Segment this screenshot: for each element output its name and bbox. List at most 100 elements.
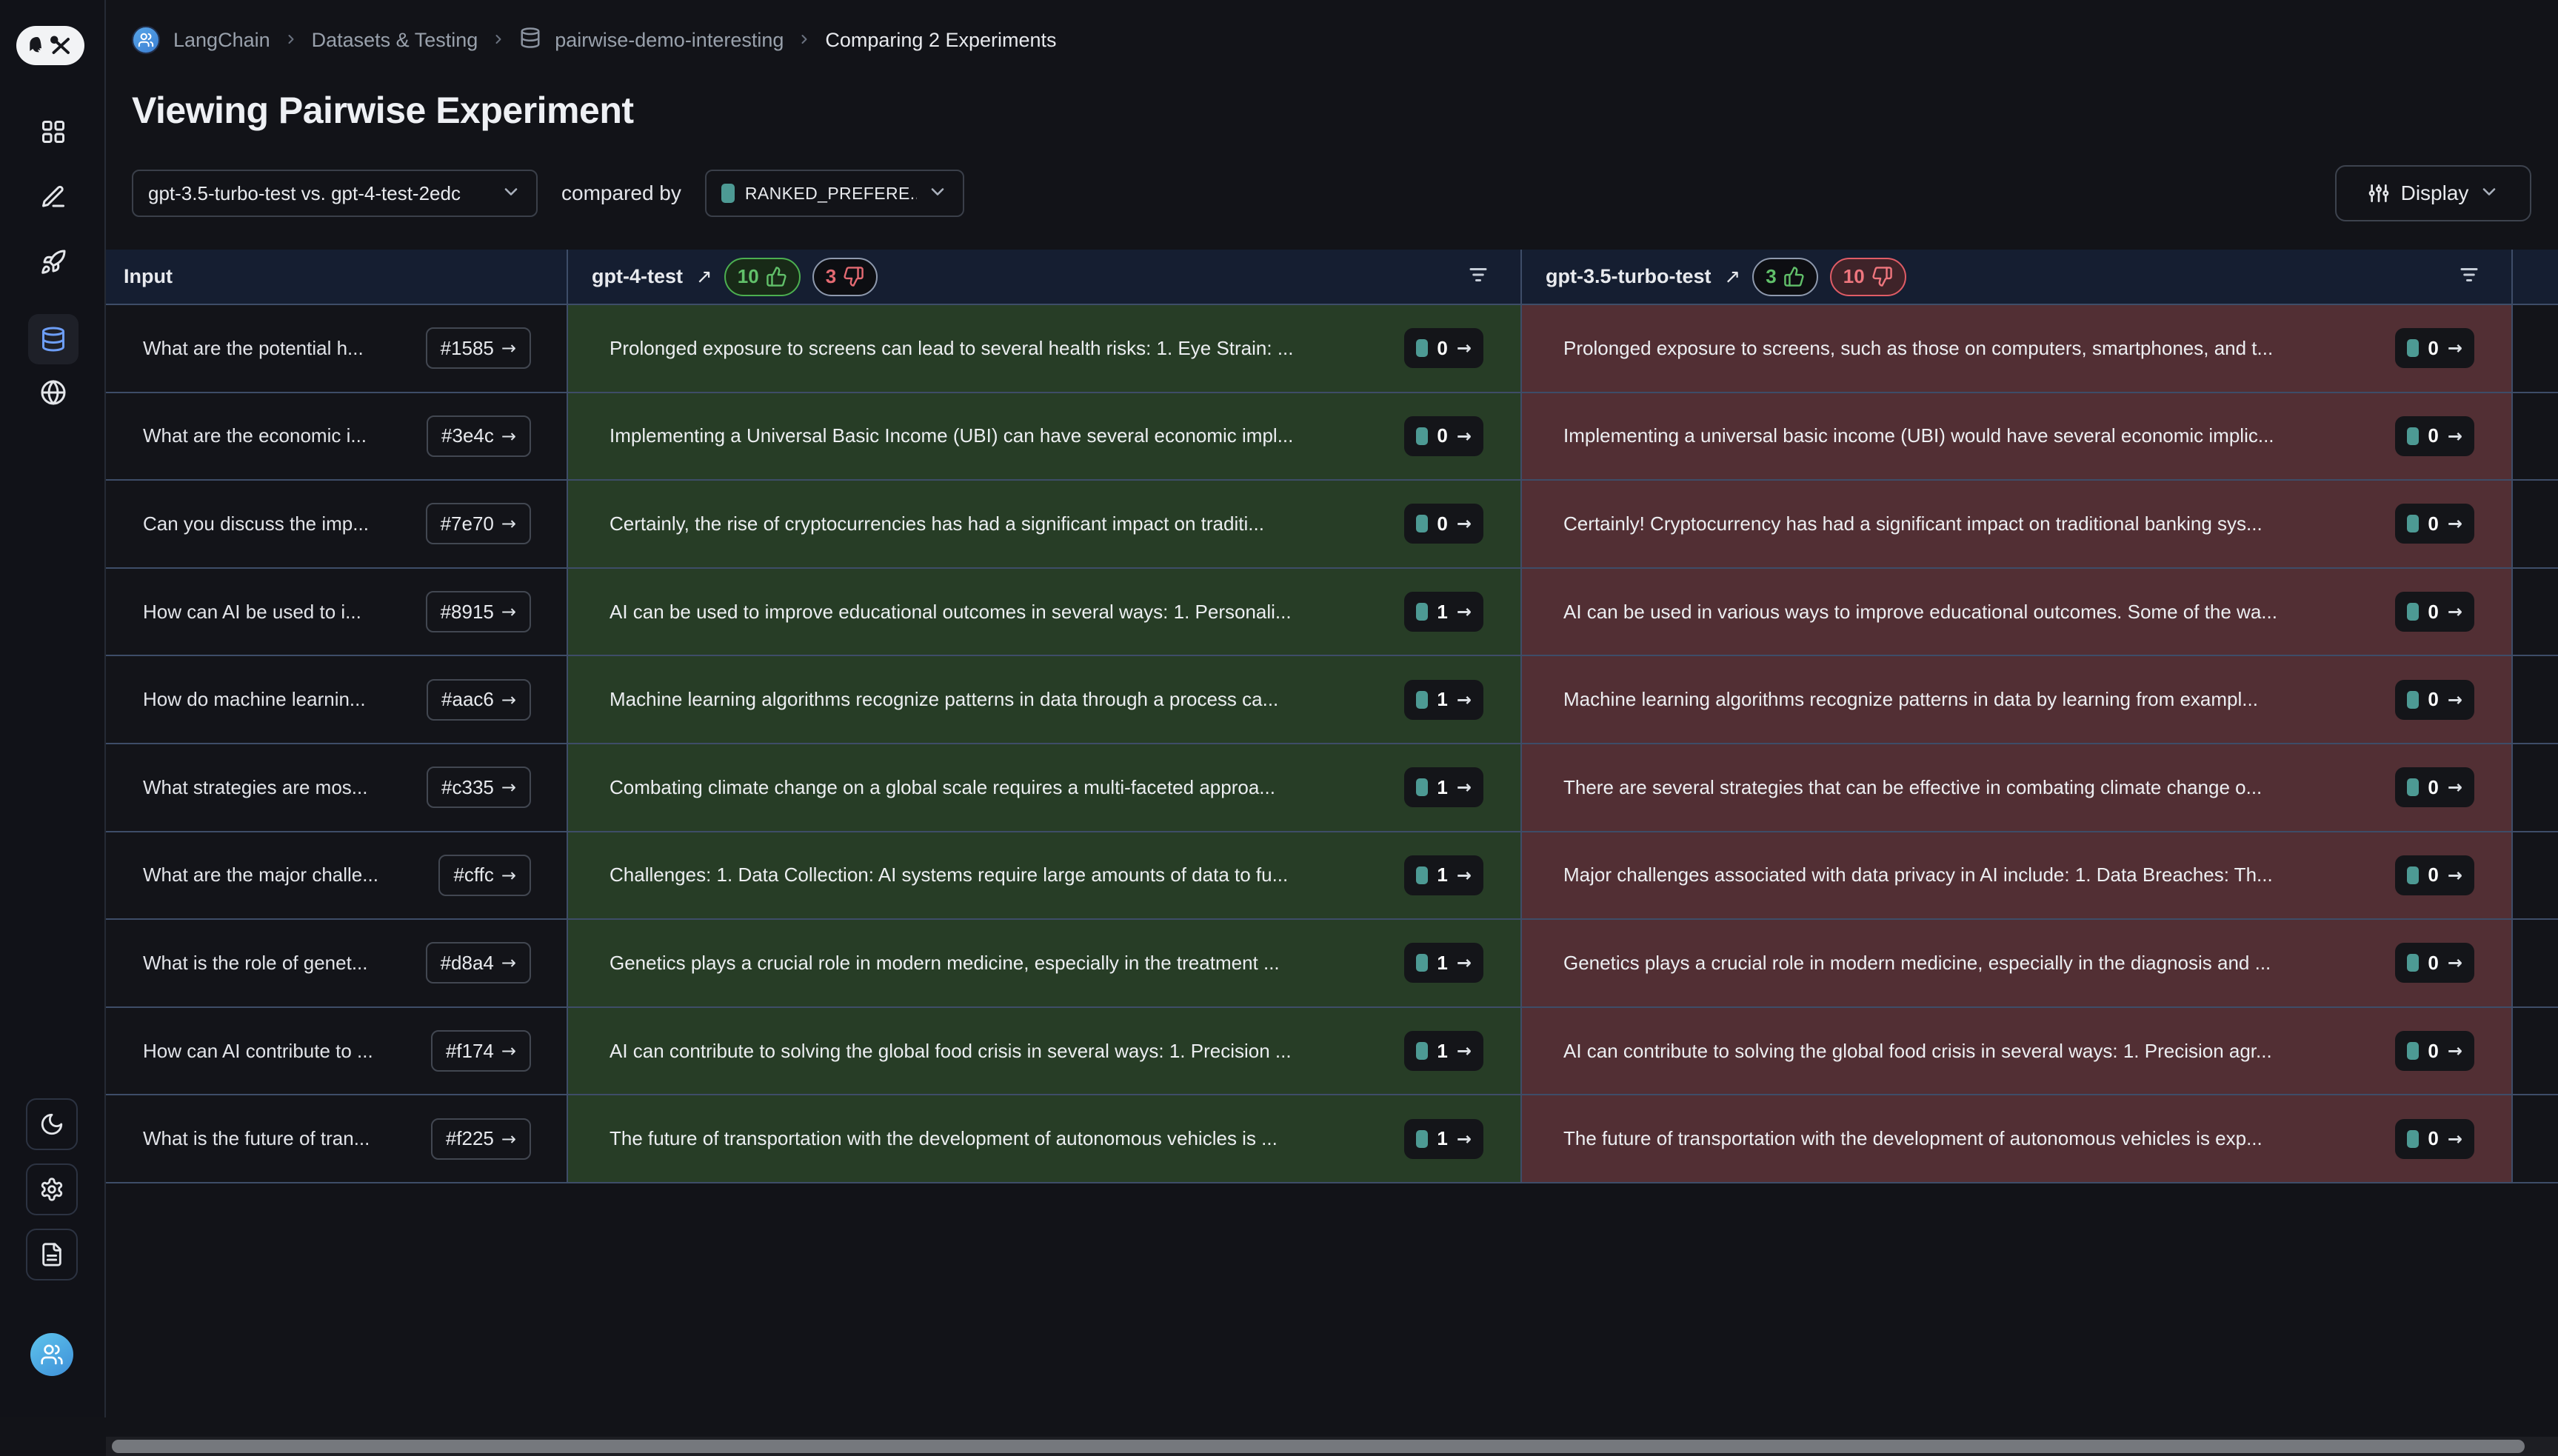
feedback-score-button[interactable]: 1 → [1404,592,1483,632]
example-link-button[interactable]: #c335 → [427,767,531,809]
breadcrumb-datasets[interactable]: Datasets & Testing [311,28,478,51]
experiment-a-output-cell[interactable]: AI can contribute to solving the global … [568,1007,1522,1096]
filter-icon[interactable] [2458,264,2480,290]
chevron-right-icon [797,29,812,52]
experiment-b-output-cell[interactable]: Machine learning algorithms recognize pa… [1522,656,2513,744]
arrow-right-icon: → [501,1041,516,1062]
feedback-score-button[interactable]: 0 → [2395,943,2474,984]
experiment-a-output-cell[interactable]: Implementing a Universal Basic Income (U… [568,393,1522,481]
table-row: What is the future of tran... #f225 → The… [106,1095,2558,1183]
feedback-score-button[interactable]: 0 → [2395,767,2474,808]
feedback-score-button[interactable]: 1 → [1404,943,1483,984]
experiment-b-output-cell[interactable]: AI can be used in various ways to improv… [1522,568,2513,657]
page-title: Viewing Pairwise Experiment [132,90,634,131]
breadcrumb-dataset-name[interactable]: pairwise-demo-interesting [555,28,784,51]
feedback-key-select[interactable]: RANKED_PREFERE... [704,170,964,217]
feedback-score-button[interactable]: 0 → [1404,415,1483,456]
arrow-right-icon: → [2447,1041,2462,1062]
experiment-a-output-cell[interactable]: Prolonged exposure to screens can lead t… [568,305,1522,393]
hammer-wrench-icon [50,35,70,54]
example-link-button[interactable]: #f225 → [430,1118,531,1160]
experiment-b-output-cell[interactable]: Genetics plays a crucial role in modern … [1522,920,2513,1008]
open-experiment-icon[interactable]: ↗ [1724,265,1741,288]
feedback-color-swatch [2407,515,2420,533]
experiment-a-output-cell[interactable]: Challenges: 1. Data Collection: AI syste… [568,832,1522,921]
pencil-icon[interactable] [0,184,106,210]
feedback-score-button[interactable]: 0 → [2395,328,2474,369]
chevron-down-icon [501,181,521,206]
thumbs-down-count-badge[interactable]: 10 [1829,257,1906,296]
experiment-b-name[interactable]: gpt-3.5-turbo-test [1546,265,1712,287]
experiment-a-output-cell[interactable]: Machine learning algorithms recognize pa… [568,656,1522,744]
moon-icon[interactable] [26,1098,78,1150]
rocket-icon[interactable] [0,249,106,275]
experiment-a-output-cell[interactable]: Genetics plays a crucial role in modern … [568,920,1522,1008]
output-text: The future of transportation with the de… [1563,1127,2263,1150]
feedback-score-button[interactable]: 0 → [2395,1118,2474,1159]
example-link-button[interactable]: #d8a4 → [425,942,531,984]
feedback-score-button[interactable]: 1 → [1404,767,1483,808]
thumbs-up-count-badge[interactable]: 3 [1752,257,1818,296]
experiment-b-output-cell[interactable]: Implementing a universal basic income (U… [1522,393,2513,481]
arrow-right-icon: → [501,338,516,359]
input-cell: What are the potential h... #1585 → [106,305,568,393]
experiment-b-output-cell[interactable]: AI can contribute to solving the global … [1522,1007,2513,1096]
feedback-score-button[interactable]: 0 → [2395,855,2474,895]
user-avatar[interactable] [30,1333,73,1376]
example-link-button[interactable]: #3e4c → [427,415,531,457]
next-column-sliver [2513,656,2558,744]
feedback-score-button[interactable]: 1 → [1404,855,1483,895]
experiment-b-output-cell[interactable]: Certainly! Cryptocurrency has had a sign… [1522,481,2513,569]
example-link-button[interactable]: #7e70 → [425,503,531,545]
feedback-score-button[interactable]: 0 → [2395,504,2474,544]
experiment-b-output-cell[interactable]: The future of transportation with the de… [1522,1095,2513,1183]
thumbs-down-count-badge[interactable]: 3 [812,257,878,296]
feedback-color-swatch [2407,866,2420,884]
experiment-pair-select[interactable]: gpt-3.5-turbo-test vs. gpt-4-test-2edc [132,170,538,217]
feedback-score-button[interactable]: 1 → [1404,1118,1483,1159]
arrow-right-icon: → [501,1128,516,1149]
experiment-a-output-cell[interactable]: Combating climate change on a global sca… [568,744,1522,832]
next-column-sliver [2513,744,2558,832]
chevron-right-icon [284,29,298,52]
experiment-a-output-cell[interactable]: AI can be used to improve educational ou… [568,568,1522,657]
experiment-b-output-cell[interactable]: There are several strategies that can be… [1522,744,2513,832]
output-text: Prolonged exposure to screens can lead t… [610,336,1294,359]
gear-icon[interactable] [26,1163,78,1215]
output-text: Machine learning algorithms recognize pa… [1563,688,2258,711]
example-link-button[interactable]: #8915 → [425,591,531,633]
example-link-button[interactable]: #1585 → [425,327,531,370]
feedback-score-button[interactable]: 0 → [2395,679,2474,720]
parrot-icon [30,36,41,52]
org-avatar-icon[interactable] [132,26,160,54]
feedback-score-button[interactable]: 0 → [2395,1031,2474,1072]
feedback-score-button[interactable]: 0 → [2395,592,2474,632]
arrow-right-icon: → [2447,601,2462,623]
document-icon[interactable] [26,1229,78,1280]
feedback-score-button[interactable]: 1 → [1404,679,1483,720]
experiment-a-output-cell[interactable]: The future of transportation with the de… [568,1095,1522,1183]
table-row: What are the potential h... #1585 → Prolo… [106,305,2558,393]
horizontal-scrollbar-thumb[interactable] [112,1440,2525,1453]
experiment-b-output-cell[interactable]: Prolonged exposure to screens, such as t… [1522,305,2513,393]
experiment-b-output-cell[interactable]: Major challenges associated with data pr… [1522,832,2513,921]
experiment-a-output-cell[interactable]: Certainly, the rise of cryptocurrencies … [568,481,1522,569]
feedback-score-button[interactable]: 0 → [2395,415,2474,456]
filter-icon[interactable] [1467,264,1489,290]
feedback-score-button[interactable]: 0 → [1404,328,1483,369]
display-button[interactable]: Display [2335,165,2531,221]
example-link-button[interactable]: #cffc → [438,854,531,896]
langsmith-logo[interactable] [16,26,84,65]
thumbs-up-count-badge[interactable]: 10 [724,257,801,296]
open-experiment-icon[interactable]: ↗ [696,265,712,288]
database-icon[interactable] [0,326,106,353]
example-link-button[interactable]: #aac6 → [427,678,531,721]
example-link-button[interactable]: #f174 → [430,1030,531,1072]
feedback-score-button[interactable]: 1 → [1404,1031,1483,1072]
feedback-color-swatch [2407,427,2420,445]
experiment-a-name[interactable]: gpt-4-test [592,265,683,287]
feedback-score-button[interactable]: 0 → [1404,504,1483,544]
breadcrumb-org[interactable]: LangChain [173,28,270,51]
globe-icon[interactable] [0,379,106,406]
grid-icon[interactable] [0,118,106,145]
